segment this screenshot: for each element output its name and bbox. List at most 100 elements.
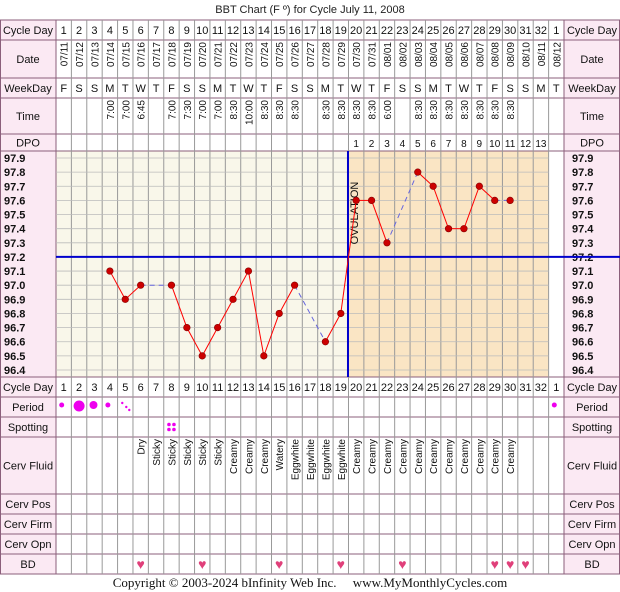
weekday-cell: W	[351, 83, 362, 95]
period-dot	[59, 402, 65, 408]
cerv-fluid-cell: Creamy	[368, 439, 379, 474]
row-label-right-cerv-fluid: Cerv Fluid	[567, 461, 617, 473]
dpo-cell: 9	[477, 139, 483, 150]
date-cell: 07/21	[214, 42, 225, 67]
temp-line	[263, 313, 280, 357]
dpo-cell: 11	[505, 139, 516, 150]
date-cell: 08/07	[475, 42, 486, 67]
cycle-day-top: 30	[504, 25, 516, 37]
cycle-day-bottom: 21	[365, 382, 377, 394]
cycle-day-top: 7	[153, 25, 159, 37]
cycle-day-bottom: 5	[122, 382, 128, 394]
time-cell: 8:30	[414, 100, 425, 120]
period-dot	[89, 401, 98, 409]
cycle-day-top: 19	[335, 25, 347, 37]
cycle-day-bottom: 27	[458, 382, 470, 394]
time-cell: 8:30	[475, 100, 486, 120]
spotting-dot	[172, 427, 176, 432]
temp-label-left: 97.9	[4, 153, 25, 165]
temp-label-right: 97.8	[572, 167, 593, 179]
temp-line	[232, 270, 249, 300]
cycle-day-top: 11	[212, 25, 223, 37]
time-cell: 7:00	[121, 100, 132, 120]
date-cell: 07/12	[75, 42, 86, 67]
cycle-day-top: 3	[91, 25, 97, 37]
cerv-fluid-cell: Sticky	[152, 439, 163, 466]
date-cell: 07/11	[60, 42, 71, 67]
row-label-dpo: DPO	[16, 138, 40, 150]
dpo-cell: 6	[430, 139, 436, 150]
cycle-day-bottom: 22	[381, 382, 393, 394]
date-cell: 08/03	[414, 42, 425, 67]
row-label-right-cerv-opn: Cerv Opn	[568, 539, 615, 551]
date-cell: 07/30	[352, 42, 363, 67]
time-cell: 8:30	[368, 100, 379, 120]
temp-label-right: 97.9	[572, 153, 593, 165]
cycle-day-top: 25	[427, 25, 439, 37]
period-spot	[121, 401, 124, 405]
weekday-cell: T	[337, 83, 344, 95]
cycle-day-bottom: 9	[184, 382, 190, 394]
date-cell: 07/26	[291, 42, 302, 67]
cycle-day-bottom: 12	[227, 382, 239, 394]
cycle-day-bottom: 18	[319, 382, 331, 394]
date-cell: 07/23	[244, 42, 255, 67]
date-cell: 07/17	[152, 42, 163, 67]
weekday-cell: S	[75, 83, 82, 95]
cycle-day-top: 22	[381, 25, 393, 37]
time-cell: 7:30	[183, 100, 194, 120]
date-cell: 08/11	[537, 42, 548, 67]
temp-line	[186, 327, 203, 357]
cycle-day-bottom: 2	[76, 382, 82, 394]
temp-label-left: 97.2	[4, 252, 25, 264]
dpo-cell: 3	[384, 139, 390, 150]
date-cell: 08/12	[552, 42, 563, 67]
weekday-cell: F	[384, 83, 391, 95]
cerv-fluid-cell: Eggwhite	[321, 439, 332, 481]
temp-label-left: 96.5	[4, 351, 25, 363]
temp-label-left: 97.3	[4, 238, 25, 250]
weekday-cell: M	[105, 83, 114, 95]
cerv-fluid-cell: Creamy	[244, 439, 255, 474]
cerv-fluid-cell: Creamy	[506, 439, 517, 474]
temp-label-left: 96.7	[4, 323, 25, 335]
temp-label-right: 96.8	[572, 308, 593, 320]
cycle-day-top: 4	[107, 25, 113, 37]
cycle-day-bottom: 25	[427, 382, 439, 394]
row-label-period: Period	[12, 402, 44, 414]
temp-line	[201, 327, 219, 357]
row-label-cycle-day: Cycle Day	[3, 25, 54, 37]
spotting-dot	[172, 422, 176, 427]
time-cell: 8:30	[291, 100, 302, 120]
cycle-day-top: 14	[258, 25, 270, 37]
temp-point	[444, 225, 453, 233]
cycle-day-top: 2	[76, 25, 82, 37]
spotting-dot	[167, 427, 171, 432]
date-cell: 07/22	[229, 42, 240, 67]
date-cell: 07/15	[121, 42, 132, 67]
date-cell: 07/27	[306, 42, 317, 67]
cycle-day-top: 26	[442, 25, 454, 37]
temp-gap-line	[386, 171, 419, 243]
weekday-cell: S	[199, 83, 206, 95]
date-cell: 08/08	[491, 42, 502, 67]
temp-label-left: 97.4	[4, 224, 26, 236]
cycle-day-bottom: 1	[553, 382, 559, 394]
time-cell: 8:30	[445, 100, 456, 120]
temp-line	[278, 284, 296, 314]
row-label-cerv-opn: Cerv Opn	[4, 539, 51, 551]
time-cell: 8:30	[429, 100, 440, 120]
cycle-day-bottom: 13	[242, 382, 254, 394]
chart-title: BBT Chart (F º) for Cycle July 11, 2008	[215, 4, 404, 16]
row-label-time: Time	[16, 111, 40, 123]
row-label-right-cerv-firm: Cerv Firm	[568, 519, 616, 531]
dpo-cell: 7	[446, 139, 452, 150]
temp-point	[198, 352, 206, 360]
time-cell: 8:30	[491, 100, 502, 120]
cycle-day-top: 5	[122, 25, 128, 37]
temp-line	[432, 186, 450, 229]
time-cell: 6:45	[137, 100, 148, 120]
temp-point	[167, 281, 176, 289]
temp-label-right: 97.4	[572, 224, 594, 236]
temp-label-left: 97.8	[4, 167, 25, 179]
